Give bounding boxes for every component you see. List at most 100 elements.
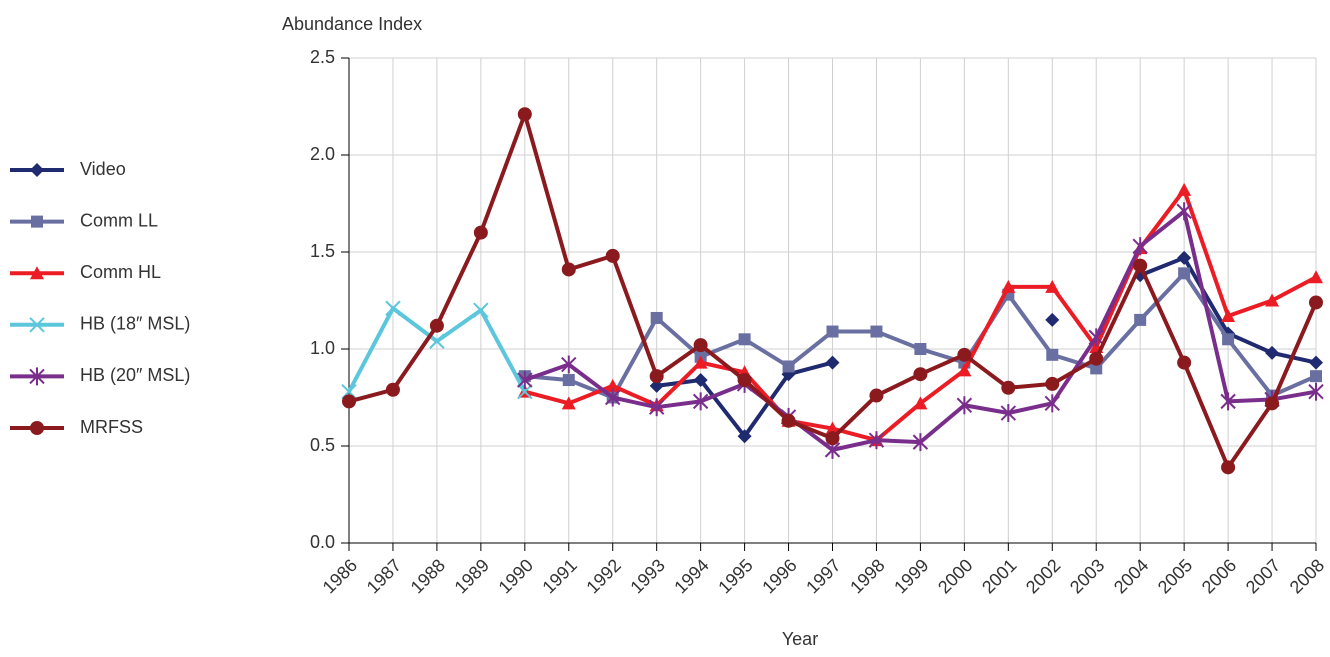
marker-shape xyxy=(870,325,883,338)
marker-shape xyxy=(1178,267,1191,280)
data-point xyxy=(781,413,796,428)
data-point xyxy=(1176,202,1192,221)
marker-shape xyxy=(957,363,972,377)
legend-marker xyxy=(30,421,44,435)
data-point xyxy=(870,325,883,338)
data-point xyxy=(737,429,752,444)
x-tick-label: 1993 xyxy=(626,555,668,597)
data-point xyxy=(342,394,356,409)
marker-shape xyxy=(562,374,575,387)
marker-shape xyxy=(826,325,839,338)
data-point xyxy=(1177,182,1192,196)
marker-shape xyxy=(693,338,708,353)
marker-shape xyxy=(825,421,840,435)
data-point xyxy=(957,363,972,377)
data-point xyxy=(561,262,576,277)
marker-shape xyxy=(1133,258,1148,273)
data-point xyxy=(429,333,445,349)
marker-shape xyxy=(957,347,972,362)
data-point xyxy=(1133,258,1148,273)
marker-shape xyxy=(385,382,400,397)
x-tick-label: 1997 xyxy=(802,555,844,597)
marker-shape xyxy=(914,343,927,355)
data-point xyxy=(693,355,708,369)
marker-shape xyxy=(1265,345,1280,360)
legend-label: HB (18″ MSL) xyxy=(80,314,190,334)
data-point xyxy=(1000,404,1017,423)
data-point xyxy=(1090,362,1103,375)
marker-shape xyxy=(649,369,664,384)
x-tick-label: 2008 xyxy=(1286,555,1328,597)
legend-marker xyxy=(29,317,45,333)
marker-shape xyxy=(1001,380,1016,395)
data-point xyxy=(693,338,708,353)
marker-shape xyxy=(781,413,796,428)
data-point xyxy=(517,371,533,390)
data-point xyxy=(913,367,928,382)
data-point xyxy=(561,355,577,374)
data-point xyxy=(1045,312,1060,327)
data-point xyxy=(737,373,752,388)
marker-shape xyxy=(869,388,884,403)
y-tick-label: 2.5 xyxy=(310,47,335,67)
x-tick-label: 1987 xyxy=(363,555,405,597)
data-point xyxy=(1001,380,1016,395)
marker-shape xyxy=(1221,309,1236,323)
legend-marker xyxy=(29,367,45,386)
data-point xyxy=(473,302,489,318)
data-point xyxy=(693,373,708,388)
marker-shape xyxy=(342,394,356,409)
marker-shape xyxy=(473,302,489,318)
data-point xyxy=(562,374,575,387)
data-point xyxy=(782,360,795,373)
marker-shape xyxy=(385,300,401,316)
data-point xyxy=(1134,313,1147,326)
data-point xyxy=(1308,382,1324,401)
y-tick-label: 1.0 xyxy=(310,338,335,358)
data-point xyxy=(605,378,620,392)
marker-shape xyxy=(1222,333,1235,346)
data-point xyxy=(473,225,488,240)
marker-shape xyxy=(782,360,795,373)
marker-shape xyxy=(517,383,533,400)
marker-shape xyxy=(1309,270,1323,284)
marker-shape xyxy=(913,396,928,410)
data-point xyxy=(914,343,927,355)
data-point xyxy=(648,398,665,417)
data-point xyxy=(1001,279,1016,293)
data-point xyxy=(1088,328,1104,347)
data-point xyxy=(912,433,929,452)
y-tick-label: 1.5 xyxy=(310,241,335,261)
data-point xyxy=(1221,309,1236,323)
marker-shape xyxy=(1177,182,1192,196)
marker-shape xyxy=(29,317,45,333)
legend-marker xyxy=(30,266,44,280)
data-point xyxy=(1265,293,1280,307)
x-tick-label: 1988 xyxy=(407,555,449,597)
marker-shape xyxy=(30,163,44,177)
marker-shape xyxy=(738,333,751,346)
x-tick-label: 1986 xyxy=(319,555,361,597)
marker-shape xyxy=(561,396,576,410)
legend-label: HB (20″ MSL) xyxy=(80,365,190,385)
data-point xyxy=(825,431,840,446)
data-point xyxy=(517,383,533,400)
data-point xyxy=(1221,460,1236,475)
x-tick-label: 1990 xyxy=(495,555,537,597)
marker-shape xyxy=(693,355,708,369)
data-point xyxy=(1044,394,1060,413)
marker-shape xyxy=(1090,362,1103,375)
marker-shape xyxy=(31,215,43,228)
data-point xyxy=(650,311,663,324)
marker-shape xyxy=(1045,279,1060,293)
marker-shape xyxy=(1177,355,1192,370)
x-tick-label: 2001 xyxy=(978,555,1020,597)
y-tick-label: 0.0 xyxy=(310,532,335,552)
marker-shape xyxy=(429,333,445,349)
data-point xyxy=(385,300,401,316)
x-tick-label: 2006 xyxy=(1198,555,1240,597)
marker-shape xyxy=(1309,295,1323,310)
data-point xyxy=(429,318,444,333)
data-point xyxy=(1045,376,1060,391)
data-point xyxy=(913,396,928,410)
